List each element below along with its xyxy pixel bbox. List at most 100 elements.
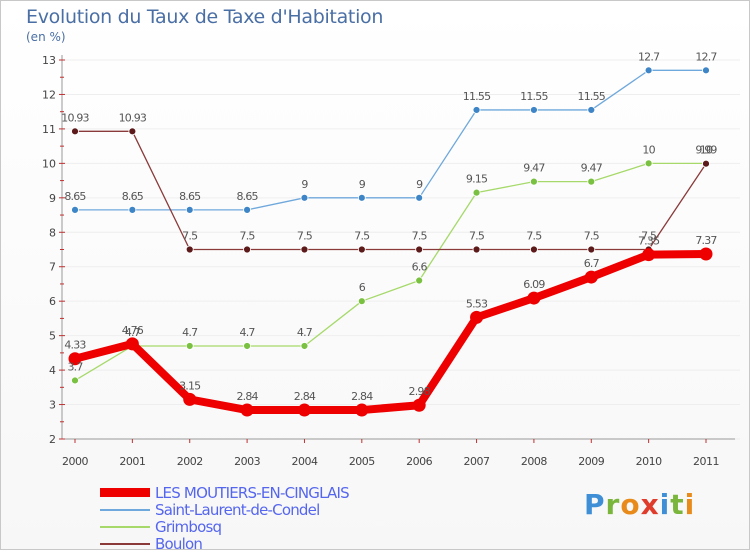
data-point [71,376,79,385]
data-label: 7.5 [354,230,370,243]
data-point [240,403,254,417]
data-label: 2.84 [236,390,258,403]
data-point [472,245,481,254]
data-label: 11.55 [463,90,491,103]
data-label: 7.5 [584,230,600,243]
data-label: 11.55 [578,90,606,103]
data-point [587,106,596,114]
data-point [355,403,369,417]
data-point [128,127,137,136]
x-tick-label: 2002 [177,455,203,468]
legend-item: Saint-Laurent-de-Condel [100,500,349,519]
data-label: 10.93 [61,111,89,124]
data-point [642,248,656,262]
x-tick-label: 2011 [693,455,719,468]
data-point [412,398,426,412]
data-label: 2.98 [409,385,431,398]
logo-letter: r [605,488,621,521]
data-label: 4.7 [182,326,198,339]
logo-letter: o [620,488,641,521]
data-label: 8.65 [179,190,201,203]
data-point [357,245,366,254]
series-line [74,130,707,251]
data-label: 9 [301,178,308,191]
data-point [415,276,424,285]
data-label: 2.84 [294,390,316,403]
y-tick-label: 13 [42,54,56,67]
data-point [71,205,79,214]
data-point [300,342,309,350]
data-label: 7.5 [469,230,485,243]
data-point [530,245,538,254]
x-tick-label: 2004 [291,455,317,468]
data-point [530,177,538,186]
data-label: 12.7 [638,50,660,63]
data-label: 6.7 [584,257,600,270]
y-tick-label: 8 [49,226,56,239]
data-label: 4.7 [240,326,256,339]
x-tick-label: 2001 [119,455,145,468]
data-point [185,342,194,350]
y-tick-label: 11 [42,123,56,136]
data-label: 9.15 [466,173,488,186]
data-label: 4.7 [297,326,313,339]
data-point [183,392,197,406]
data-label: 8.65 [236,190,258,203]
legend-item: LES MOUTIERS-EN-CINGLAIS [100,483,350,502]
data-point [702,66,710,75]
data-point [125,337,139,351]
data-point [185,245,194,254]
data-point [297,403,311,417]
data-label: 4.33 [64,339,86,352]
data-point [527,291,541,305]
data-label: 2.84 [351,390,373,403]
data-point [243,205,251,214]
data-label: 4.76 [122,324,144,337]
legend-swatch [100,525,150,528]
data-point [472,106,481,114]
data-point [702,159,710,168]
logo-letter: t [670,488,685,521]
x-tick-label: 2003 [234,455,260,468]
data-label: 9.47 [523,162,545,175]
legend: LES MOUTIERS-EN-CINGLAIS Saint-Laurent-de… [100,483,350,553]
logo-letter: i [659,488,671,521]
y-tick-label: 2 [49,433,56,446]
data-label: 7.5 [182,230,198,243]
data-point [68,352,82,366]
data-point [415,193,424,202]
data-label: 7.35 [638,235,660,248]
series-line [74,69,707,211]
data-point [71,127,79,136]
data-point [699,247,713,261]
data-point [243,245,251,254]
line-chart: 2 3 4 5 6 7 8 9 10 11 12 13 2000 2001 2002 2003 2004 2005… [42,50,740,468]
chart-title: Evolution du Taux de Taxe d'Habitation [26,6,384,28]
x-tick-label: 2006 [406,455,432,468]
x-tick-label: 2007 [464,455,490,468]
y-tick-label: 7 [49,261,56,274]
data-point [470,310,484,324]
y-tick-label: 3 [49,399,56,412]
logo-letter: x [640,488,660,521]
legend-label: Saint-Laurent-de-Condel [155,500,320,519]
data-point [587,245,596,254]
data-label: 8.65 [122,190,144,203]
data-point [300,193,309,202]
data-label: 6 [359,281,366,294]
data-label: 3.7 [67,360,83,373]
data-label: 10 [700,143,713,156]
data-label: 7.5 [240,230,256,243]
data-point [357,193,366,202]
data-point [530,106,538,114]
legend-swatch [100,508,150,511]
legend-label: Grimbosq [155,517,222,536]
data-label: 11.55 [520,90,548,103]
legend-swatch [100,488,150,497]
legend-label: LES MOUTIERS-EN-CINGLAIS [155,483,350,502]
data-point [415,245,424,254]
y-tick-label: 5 [49,330,56,343]
proxiti-logo: Proxiti [584,488,695,521]
data-point [587,177,596,186]
